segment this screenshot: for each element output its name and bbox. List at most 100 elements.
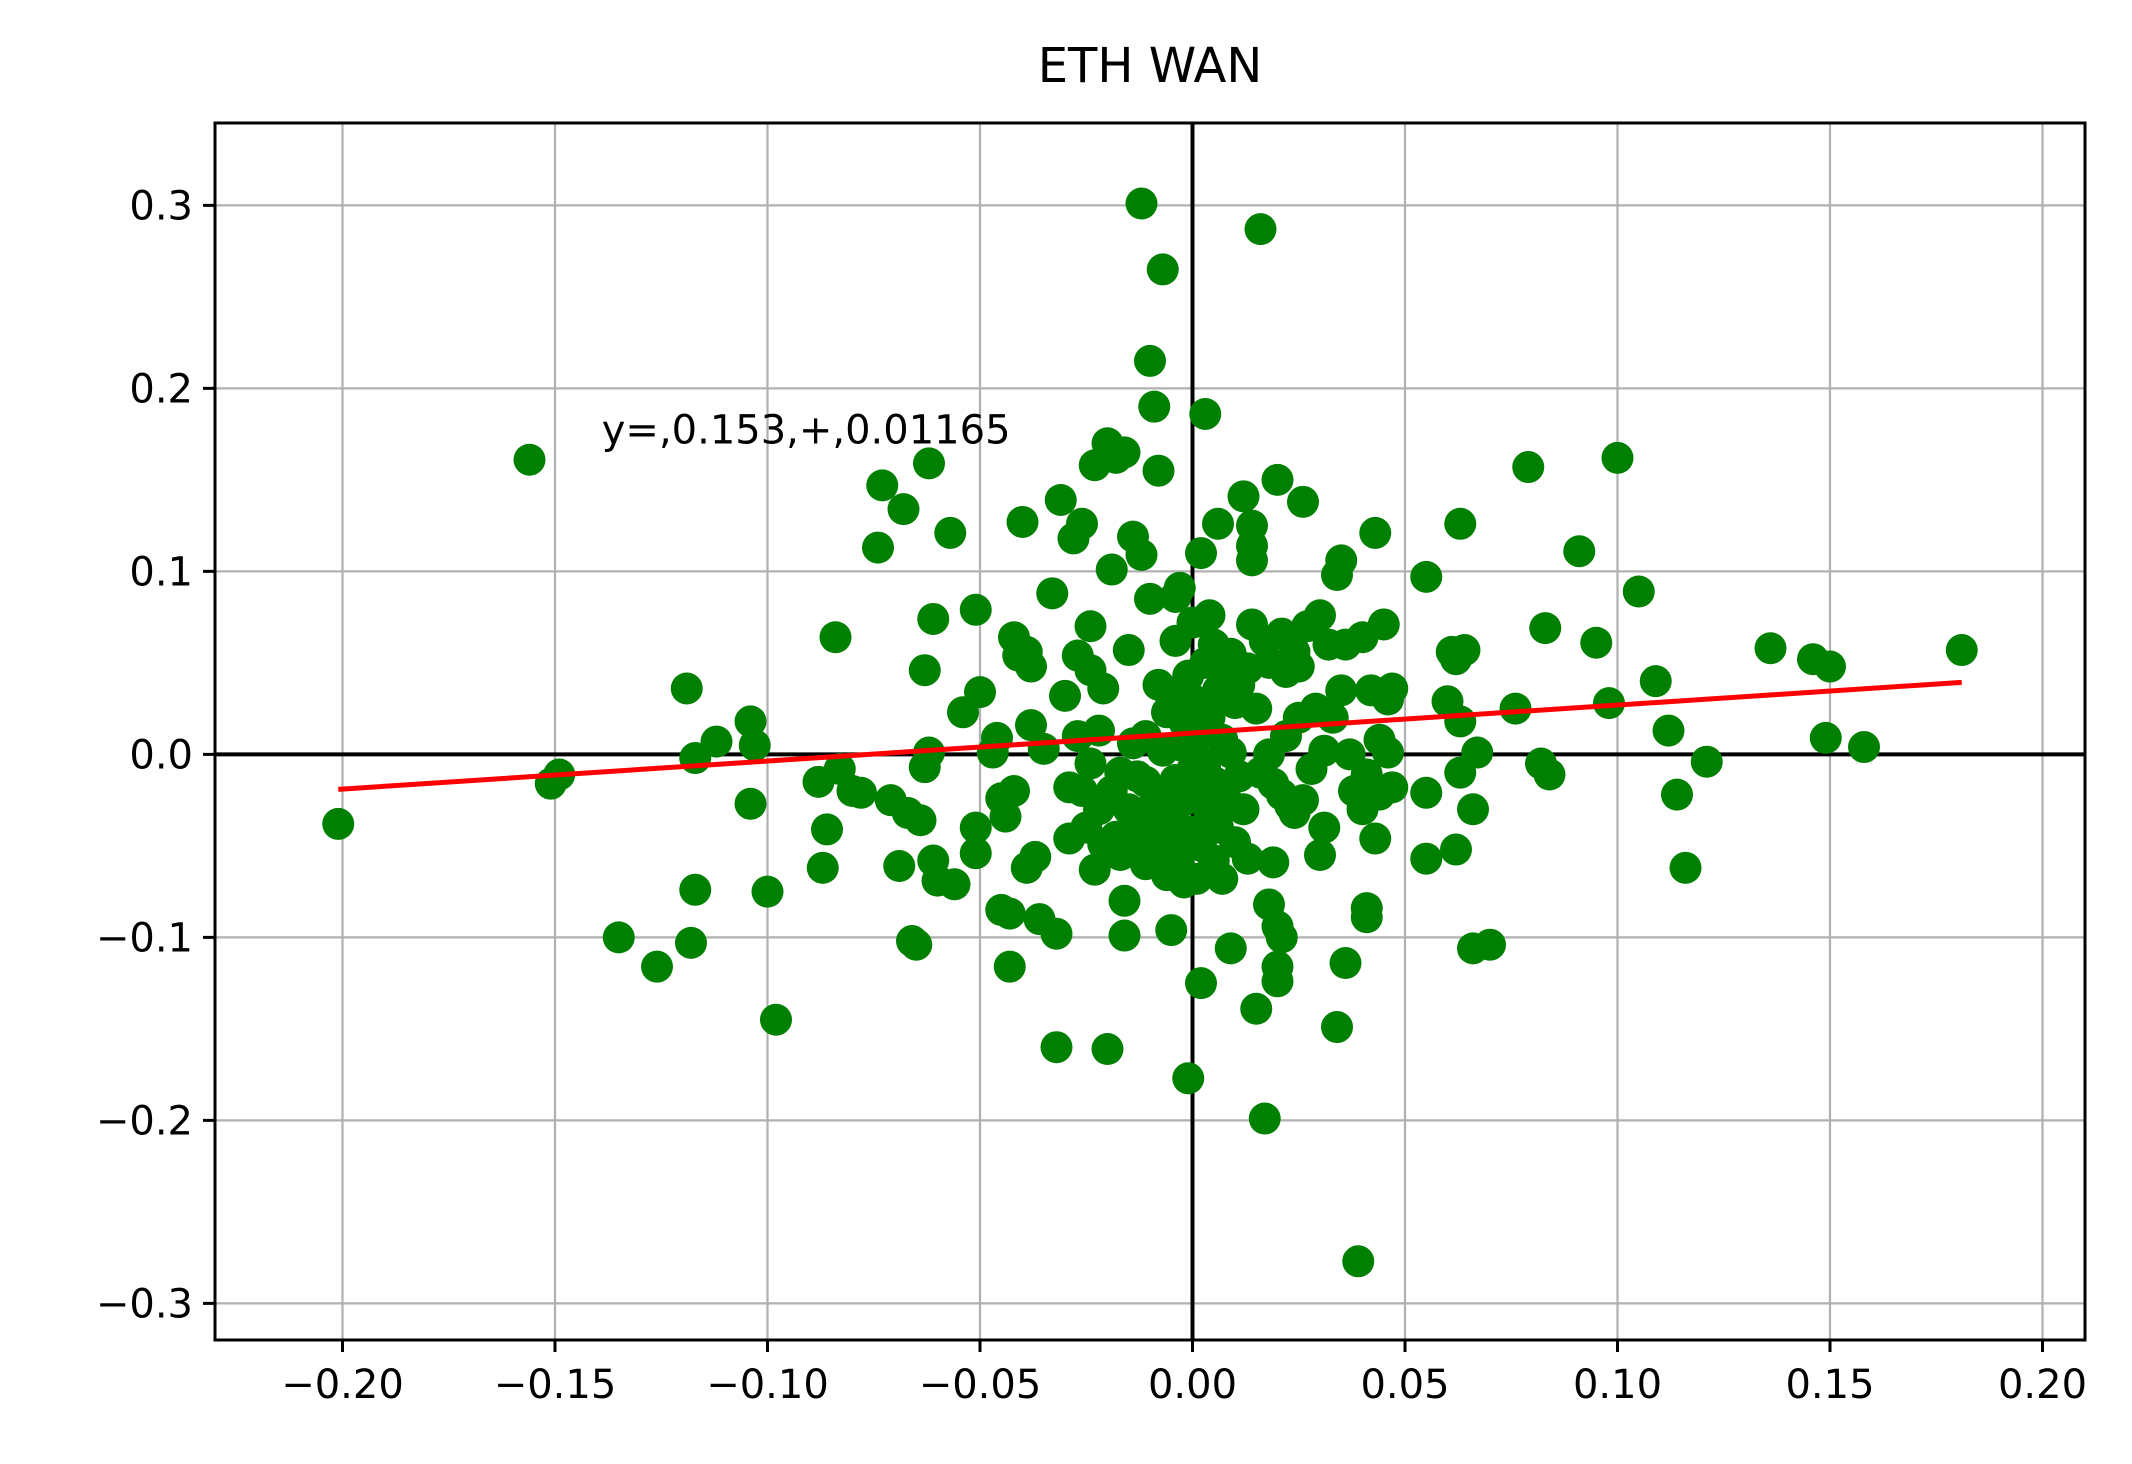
- scatter-point-220: [1342, 1245, 1375, 1278]
- scatter-point-265: [1690, 745, 1723, 778]
- scatter-point-96: [1108, 436, 1141, 469]
- scatter-point-12: [734, 787, 767, 820]
- y-tick-label-6: 0.3: [129, 183, 193, 229]
- scatter-point-227: [1359, 516, 1392, 549]
- scatter-point-52: [993, 897, 1026, 930]
- scatter-point-215: [1325, 674, 1358, 707]
- scatter-point-59: [1015, 650, 1047, 683]
- scatter-point-231: [1367, 608, 1400, 641]
- scatter-point-201: [1287, 485, 1319, 518]
- scatter-point-65: [1040, 1031, 1073, 1064]
- scatter-point-109: [1134, 582, 1166, 615]
- y-tick-label-4: 0.1: [129, 549, 193, 595]
- scatter-point-37: [917, 602, 950, 635]
- scatter-point-87: [1091, 1033, 1124, 1066]
- scatter-point-177: [1240, 692, 1273, 725]
- scatter-point-5: [641, 950, 673, 983]
- scatter-point-22: [845, 776, 877, 809]
- scatter-point-161: [1214, 932, 1247, 965]
- scatter-point-34: [913, 447, 945, 480]
- x-tick-label-6: 0.10: [1573, 1362, 1662, 1408]
- scatter-point-251: [1499, 692, 1532, 725]
- scatter-point-248: [1457, 793, 1489, 826]
- scatter-point-266: [1754, 632, 1787, 665]
- scatter-point-50: [989, 800, 1022, 833]
- x-tick-label-0: −0.20: [281, 1362, 404, 1408]
- scatter-point-15: [760, 1003, 792, 1036]
- scatter-point-270: [1848, 731, 1880, 764]
- scatter-point-142: [1185, 967, 1217, 1000]
- x-tick-label-1: −0.15: [494, 1362, 617, 1408]
- scatter-point-95: [1108, 919, 1141, 952]
- regression-annotation: y=,0.153,+,0.01165: [602, 407, 1011, 453]
- scatter-point-116: [1146, 253, 1179, 286]
- scatter-point-60: [1015, 709, 1047, 742]
- scatter-point-39: [934, 516, 967, 549]
- scatter-point-244: [1444, 507, 1477, 540]
- y-tick-label-3: 0.0: [129, 732, 193, 778]
- scatter-point-202: [1287, 784, 1319, 817]
- x-tick-label-5: 0.05: [1360, 1362, 1449, 1408]
- y-tick-label-5: 0.2: [129, 366, 193, 412]
- fit-line: [338, 679, 1962, 792]
- plot-frame-border: [213, 121, 2087, 1342]
- scatter-point-66: [1040, 917, 1073, 950]
- scatter-point-11: [734, 705, 767, 738]
- scatter-point-178: [1244, 213, 1277, 246]
- scatter-point-255: [1533, 758, 1566, 791]
- scatter-point-24: [866, 469, 899, 502]
- scatter-point-7: [675, 926, 707, 959]
- x-tick-label-4: 0.00: [1148, 1362, 1237, 1408]
- scatter-point-269: [1814, 650, 1846, 683]
- scatter-point-252: [1512, 451, 1545, 484]
- scatter-point-176: [1240, 992, 1273, 1025]
- scatter-point-64: [1036, 577, 1069, 610]
- scatter-point-224: [1350, 901, 1383, 934]
- scatter-point-257: [1580, 626, 1613, 659]
- scatter-point-191: [1265, 921, 1298, 954]
- y-tick-label-0: −0.3: [96, 1281, 193, 1327]
- x-tick-label-3: −0.05: [919, 1362, 1042, 1408]
- y-axis-ticks: −0.3 −0.2 −0.1 0.0 0.1 0.2 0.3: [96, 183, 215, 1327]
- scatter-point-56: [1006, 505, 1039, 538]
- scatter-point-121: [1155, 914, 1188, 947]
- scatter-point-259: [1601, 441, 1634, 474]
- scatter-point-30: [900, 928, 933, 961]
- scatter-point-10: [700, 725, 733, 758]
- scatter-point-111: [1138, 390, 1171, 423]
- scatter-point-209: [1308, 811, 1341, 844]
- scatter-point-148: [1193, 599, 1226, 632]
- scatter-point-238: [1410, 842, 1443, 875]
- scatter-point-256: [1563, 535, 1596, 568]
- x-tick-label-8: 0.20: [1998, 1362, 2087, 1408]
- scatter-point-250: [1474, 928, 1506, 961]
- scatter-point-216: [1329, 947, 1362, 980]
- scatter-point-260: [1622, 575, 1655, 608]
- scatter-point-169: [1227, 793, 1260, 826]
- scatter-point-17: [806, 851, 839, 884]
- grid: [215, 123, 2085, 1340]
- scatter-point-243: [1444, 705, 1477, 738]
- scatter-point-74: [1066, 507, 1098, 540]
- scatter-point-127: [1163, 571, 1196, 604]
- scatter-point-271: [1945, 634, 1978, 667]
- scatter-point-40: [938, 868, 971, 901]
- scatter-point-249: [1461, 736, 1494, 769]
- scatter-point-246: [1448, 634, 1481, 667]
- scatter-point-4: [602, 921, 635, 954]
- scatter-point-208: [1308, 734, 1341, 767]
- scatter-point-88: [1095, 553, 1128, 586]
- scatter-point-154: [1202, 507, 1234, 540]
- scatter-point-51: [993, 950, 1026, 983]
- scatter-point-44: [959, 837, 992, 870]
- scatter-point-168: [1227, 480, 1260, 513]
- scatter-point-235: [1376, 672, 1409, 705]
- scatter-point-268: [1809, 721, 1842, 754]
- scatter-point-67: [1044, 483, 1077, 516]
- scatter-point-6: [670, 672, 703, 705]
- scatter-point-190: [1261, 965, 1294, 998]
- scatter-point-54: [998, 774, 1030, 807]
- scatter-point-1: [513, 443, 546, 476]
- scatter-point-23: [862, 531, 894, 564]
